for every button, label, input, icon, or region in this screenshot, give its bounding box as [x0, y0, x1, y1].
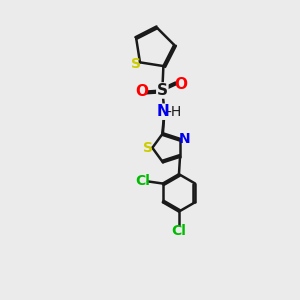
Text: -H: -H — [167, 105, 182, 119]
Text: S: S — [157, 83, 168, 98]
Text: S: S — [131, 57, 141, 71]
Text: S: S — [143, 141, 153, 155]
Text: N: N — [157, 104, 170, 119]
Text: Cl: Cl — [135, 174, 150, 188]
Text: O: O — [174, 76, 187, 92]
Text: N: N — [179, 132, 190, 146]
Text: Cl: Cl — [172, 224, 186, 238]
Text: O: O — [135, 84, 148, 99]
